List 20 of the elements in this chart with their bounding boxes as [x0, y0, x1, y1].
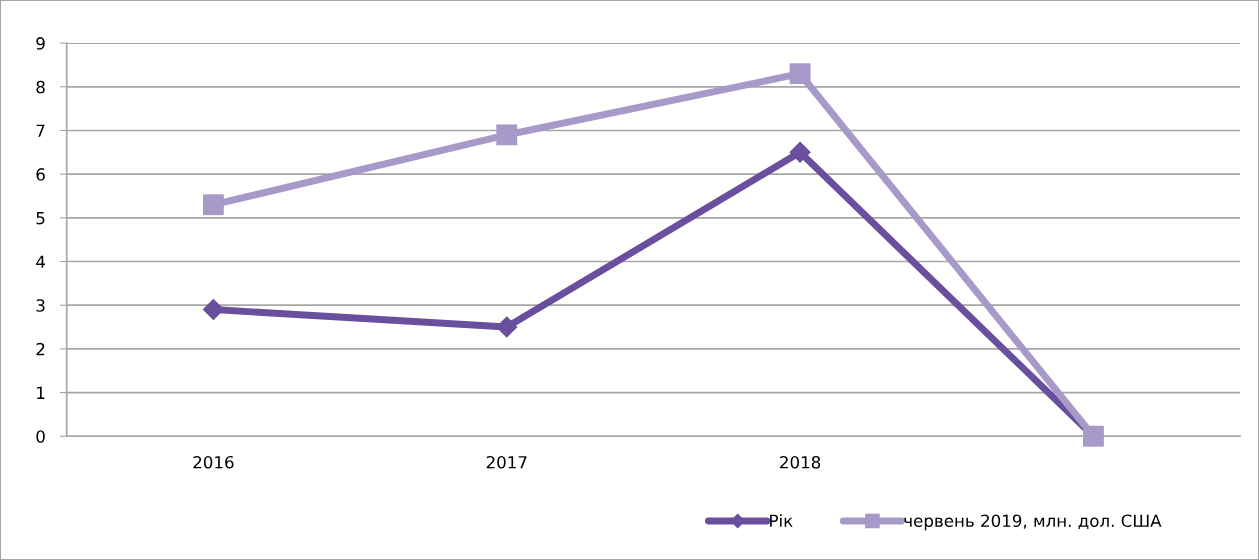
y-tick-label: 9	[36, 37, 45, 50]
y-tick-label: 3	[36, 299, 45, 312]
x-tick-label: 2016	[193, 455, 234, 469]
y-tick-label: 0	[36, 430, 45, 443]
y-tick-label: 8	[36, 80, 45, 94]
point	[496, 124, 518, 146]
point	[202, 194, 224, 216]
y-tick-label: 6	[36, 168, 45, 181]
point	[202, 298, 225, 321]
point	[789, 63, 811, 85]
x-tick-label: 2018	[780, 455, 821, 469]
y-tick-label: 2	[36, 342, 45, 356]
x-tick-label: 2017	[486, 455, 527, 469]
legend-label: Рік	[770, 514, 793, 527]
point	[789, 141, 811, 164]
legend-label: червень 2019, млн. дол. США	[904, 514, 1162, 531]
y-tick-label: 7	[36, 124, 45, 137]
y-tick-label: 4	[36, 255, 45, 268]
y-tick-label: 1	[37, 386, 45, 399]
y-tick-label: 5	[36, 212, 45, 225]
